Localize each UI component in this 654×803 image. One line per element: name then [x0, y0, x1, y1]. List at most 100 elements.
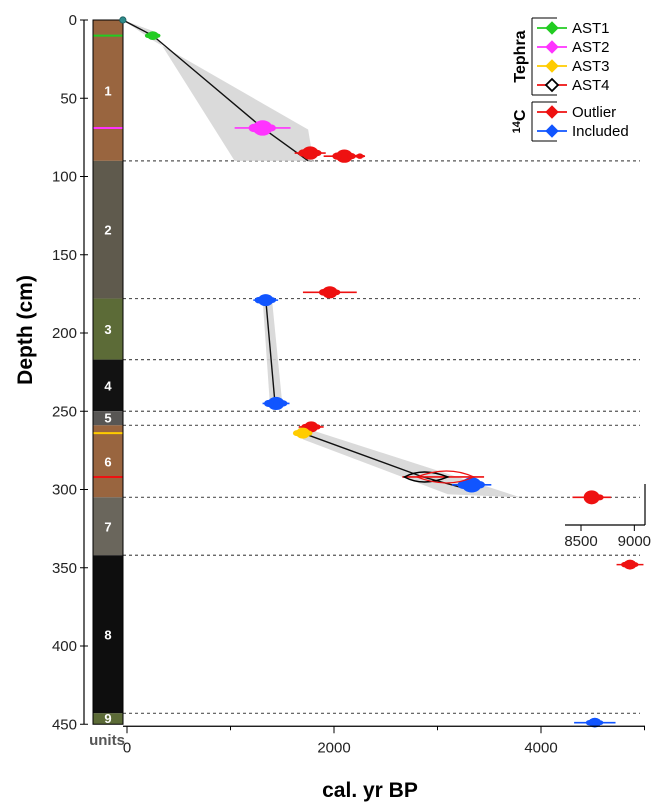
surface-marker [119, 16, 127, 24]
legend-label: AST2 [572, 39, 610, 56]
age-marker [621, 561, 629, 568]
unit-block [93, 497, 123, 556]
x-tick-label: 4000 [524, 739, 557, 756]
y-tick-label: 400 [52, 638, 77, 655]
inset-tick-label: 9000 [618, 533, 651, 550]
inset-axis: 8500 9000 [564, 484, 651, 550]
legend-group-title: Tephra [512, 30, 529, 82]
age-marker [298, 149, 308, 157]
age-marker [154, 33, 161, 38]
age-marker [475, 481, 485, 489]
legend-group-title: 14C [511, 109, 529, 133]
age-marker [292, 430, 301, 437]
unit-block [93, 425, 123, 498]
age-marker [254, 296, 264, 304]
age-marker [597, 720, 604, 726]
age-marker [267, 396, 285, 411]
legend-label: Outlier [572, 104, 616, 121]
age-marker [322, 286, 338, 299]
ast4-marker [402, 471, 450, 483]
unit-block [93, 20, 123, 161]
unit-block [93, 411, 123, 426]
unit-label: 9 [104, 711, 111, 726]
unit-block [93, 298, 123, 360]
median-line [264, 298, 276, 404]
x-tick-label: 2000 [317, 739, 350, 756]
age-marker [332, 152, 342, 160]
legend-label: AST4 [572, 77, 610, 94]
age-marker [313, 149, 322, 157]
age-marker [305, 430, 313, 436]
uncertainty-envelope [297, 426, 521, 498]
y-tick-label: 300 [52, 482, 77, 499]
unit-block [93, 555, 123, 714]
age-marker [585, 719, 594, 726]
legend-marker [545, 105, 559, 119]
unit-block [93, 713, 123, 725]
age-marker [332, 289, 341, 296]
y-tick-label: 150 [52, 247, 77, 264]
age-marker [313, 424, 321, 430]
age-marker [279, 400, 288, 407]
x-axis-title: cal. yr BP [322, 779, 418, 802]
age-marker [595, 494, 604, 501]
age-marker [354, 154, 359, 158]
unit-label: 4 [104, 378, 112, 393]
legend-marker [544, 77, 560, 93]
legend: AST1 AST2 AST3 AST4 Tephra Outlier Included 14C [511, 17, 629, 142]
age-marker [632, 562, 639, 567]
age-marker [257, 294, 274, 307]
age-marker [264, 399, 274, 408]
unit-block [93, 359, 123, 412]
unit-label: 3 [104, 322, 111, 337]
unit-label: 5 [104, 410, 111, 425]
ast4-marker [415, 470, 476, 484]
age-marker [457, 480, 469, 490]
legend-marker [545, 59, 559, 73]
unit-label: 7 [104, 519, 111, 534]
legend-marker [545, 124, 559, 138]
age-marker [318, 289, 328, 296]
age-marker [361, 154, 365, 158]
age-marker [623, 559, 637, 570]
legend-marker [545, 40, 559, 54]
uncertainty-envelope [262, 298, 283, 404]
column-frame [92, 19, 124, 725]
unit-label: 1 [104, 83, 111, 98]
age-marker [295, 427, 310, 439]
y-axis-title: Depth (cm) [14, 275, 37, 385]
y-tick-label: 200 [52, 325, 77, 342]
data-points [119, 16, 644, 728]
unit-block [93, 160, 123, 299]
stratigraphic-column: 1 2 3 4 5 6 7 8 9 [92, 19, 124, 726]
legend-label: Included [572, 123, 629, 140]
legend-label: AST1 [572, 20, 610, 37]
y-tick-label: 450 [52, 716, 77, 733]
age-marker [266, 124, 276, 132]
axes: 0 50 100 150 200 250 300 350 400 450 0 2000 4000 [52, 12, 645, 756]
age-marker [144, 33, 152, 39]
age-marker [301, 146, 319, 160]
age-marker [252, 120, 273, 136]
y-tick-label: 350 [52, 560, 77, 577]
y-tick-label: 100 [52, 169, 77, 186]
age-model-median [122, 19, 469, 491]
y-tick-label: 50 [60, 90, 77, 107]
age-marker [268, 297, 277, 303]
legend-marker [545, 21, 559, 35]
age-marker [347, 153, 356, 160]
age-marker [461, 477, 482, 493]
inset-tick-label: 8500 [564, 533, 597, 550]
age-marker [588, 717, 602, 728]
unit-boundary-lines [123, 160, 640, 714]
age-marker [583, 490, 600, 505]
x-tick-label: 0 [123, 739, 131, 756]
age-marker [356, 153, 364, 159]
y-tick-label: 0 [69, 12, 77, 29]
median-line [122, 19, 309, 162]
unit-label: 6 [104, 454, 111, 469]
unit-label: 8 [104, 627, 111, 642]
age-marker [335, 149, 353, 163]
unit-label: 2 [104, 223, 111, 238]
